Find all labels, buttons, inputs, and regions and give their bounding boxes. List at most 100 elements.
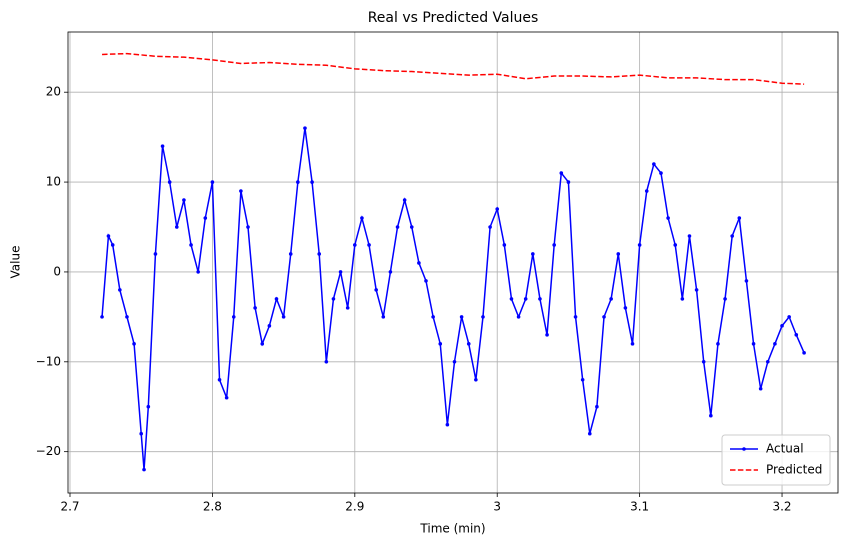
- data-point: [438, 342, 443, 346]
- data-point: [281, 315, 286, 319]
- data-point: [687, 234, 692, 238]
- data-point: [602, 315, 606, 319]
- data-point: [125, 315, 129, 319]
- data-point: [673, 243, 678, 247]
- x-tick-label: 2.8: [203, 500, 222, 514]
- data-point: [402, 198, 407, 202]
- x-axis-label: Time (min): [419, 522, 485, 536]
- legend-box: [721, 434, 831, 486]
- data-point: [516, 315, 521, 319]
- data-point: [552, 243, 556, 247]
- data-point: [609, 297, 613, 301]
- data-point: [630, 342, 635, 346]
- data-point: [353, 243, 357, 247]
- data-point: [559, 171, 564, 175]
- data-point: [139, 431, 143, 436]
- data-point: [338, 270, 343, 274]
- data-point: [758, 386, 763, 391]
- data-point: [231, 315, 236, 319]
- data-point: [160, 144, 165, 148]
- data-point: [260, 342, 265, 346]
- data-point: [723, 297, 727, 301]
- data-point: [246, 225, 250, 229]
- data-point: [174, 225, 179, 229]
- data-point: [409, 225, 414, 229]
- data-point: [310, 180, 314, 184]
- data-point: [737, 216, 742, 220]
- legend-label: Actual: [766, 442, 804, 456]
- data-point: [267, 324, 272, 328]
- data-point: [374, 288, 378, 292]
- data-point: [694, 288, 699, 292]
- data-point: [623, 306, 628, 310]
- data-point: [196, 270, 200, 274]
- data-point: [787, 315, 791, 319]
- data-point: [296, 180, 300, 184]
- data-point: [253, 306, 257, 310]
- data-point: [545, 333, 549, 337]
- x-tick-label: 2.9: [345, 500, 364, 514]
- y-tick-label: 10: [46, 175, 61, 189]
- data-point: [274, 297, 279, 301]
- data-point: [652, 162, 656, 166]
- y-axis-label: Value: [9, 246, 23, 279]
- data-point: [452, 359, 457, 364]
- data-point: [566, 180, 571, 184]
- data-point: [644, 189, 649, 193]
- chart-title: Real vs Predicted Values: [368, 10, 539, 26]
- data-point: [239, 189, 243, 193]
- data-point: [431, 315, 435, 319]
- data-point: [495, 207, 500, 211]
- data-point: [587, 431, 592, 436]
- y-tick-label: 0: [53, 264, 61, 278]
- legend: Actual Predicted: [721, 434, 831, 486]
- data-point: [424, 279, 428, 283]
- data-point: [288, 252, 293, 256]
- data-point: [331, 297, 336, 301]
- data-point: [100, 315, 104, 319]
- data-point: [595, 404, 599, 409]
- y-tick-label: −10: [36, 354, 61, 368]
- data-point: [481, 315, 485, 319]
- data-point: [573, 315, 578, 319]
- data-point: [637, 243, 642, 247]
- data-point: [189, 243, 193, 247]
- data-point: [417, 261, 421, 265]
- data-point: [680, 297, 685, 301]
- data-point: [666, 216, 670, 220]
- data-point: [367, 243, 371, 247]
- data-point: [474, 377, 478, 382]
- data-point: [488, 225, 492, 229]
- series-line: [101, 128, 805, 470]
- data-point: [317, 252, 322, 256]
- data-point: [142, 467, 146, 472]
- data-point: [616, 252, 621, 256]
- data-point: [773, 342, 777, 346]
- data-point: [794, 333, 799, 337]
- data-point: [153, 252, 158, 256]
- data-point: [509, 297, 514, 301]
- data-point: [345, 306, 350, 310]
- data-point: [780, 324, 784, 328]
- data-point: [303, 126, 307, 130]
- data-point: [459, 315, 464, 319]
- data-point: [523, 297, 528, 301]
- data-point: [360, 216, 364, 220]
- data-point: [531, 252, 535, 256]
- x-tick-label: 2.7: [60, 500, 79, 514]
- data-point: [210, 180, 215, 184]
- y-tick-label: 20: [46, 85, 61, 99]
- x-tick-label: 3.1: [630, 500, 649, 514]
- data-point: [217, 377, 222, 382]
- legend-marker: [742, 447, 746, 451]
- data-point: [580, 377, 585, 382]
- data-point: [659, 171, 663, 175]
- axes-frame: [67, 31, 839, 494]
- data-point: [118, 288, 122, 292]
- data-point: [132, 342, 136, 346]
- data-point: [751, 342, 756, 346]
- data-point: [744, 279, 749, 283]
- data-point: [538, 297, 542, 301]
- legend-label: Predicted: [766, 463, 822, 477]
- data-point: [765, 359, 770, 364]
